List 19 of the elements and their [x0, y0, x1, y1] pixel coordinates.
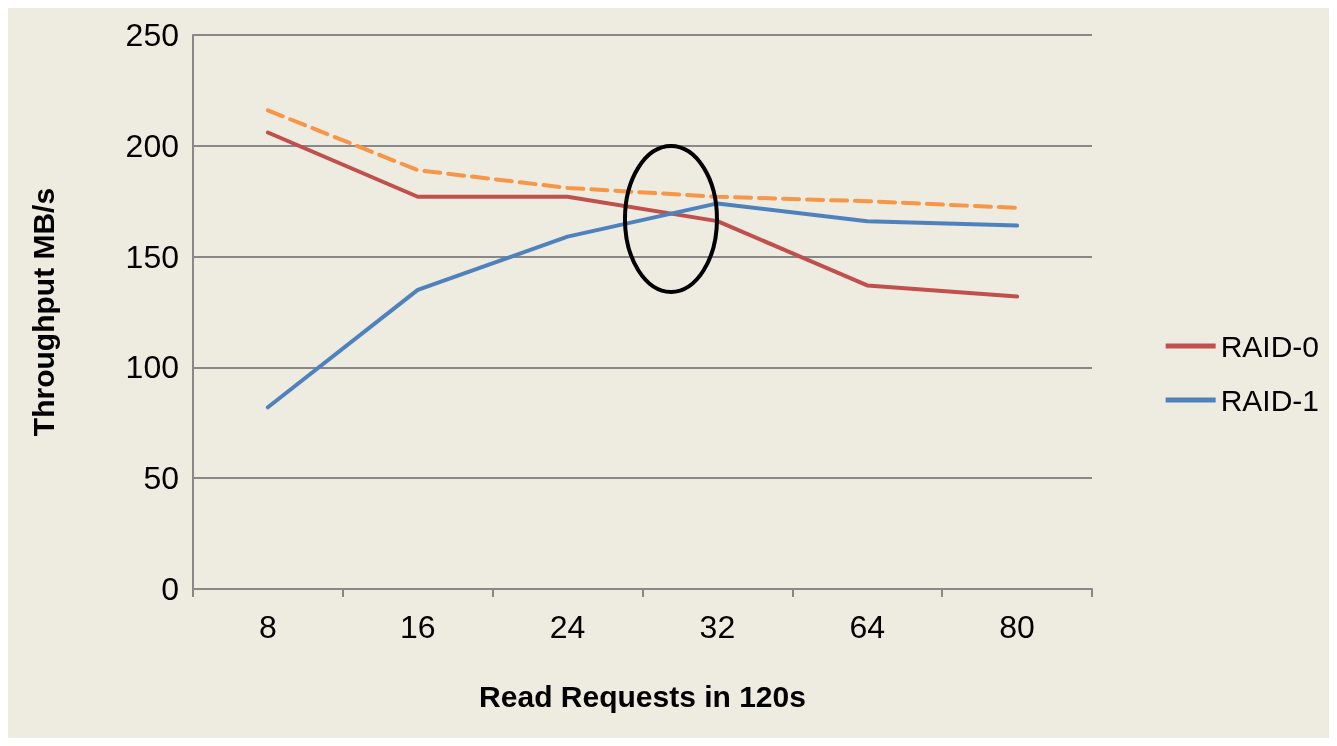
x-tick-label: 64	[849, 609, 886, 645]
y-tick-label: 0	[161, 571, 179, 607]
y-tick-label: 50	[143, 460, 179, 497]
x-tick-label: 24	[549, 609, 586, 645]
line-series	[265, 201, 1020, 410]
legend-label: RAID-0	[1220, 329, 1320, 363]
line-series	[265, 130, 1020, 299]
x-tick-label: 32	[699, 609, 736, 645]
x-axis-title: Read Requests in 120s	[479, 679, 806, 713]
y-tick-label: 250	[125, 17, 179, 53]
y-tick-label: 100	[125, 349, 179, 386]
y-axis-title: Throughput MB/s	[26, 187, 60, 437]
legend-label: RAID-1	[1220, 383, 1320, 417]
x-tick-label: 16	[399, 609, 436, 645]
y-tick-label: 200	[125, 127, 179, 164]
x-tick-label: 8	[259, 609, 277, 645]
line-series	[265, 108, 1020, 210]
x-tick-label: 80	[999, 609, 1035, 645]
y-tick-label: 150	[125, 238, 179, 275]
